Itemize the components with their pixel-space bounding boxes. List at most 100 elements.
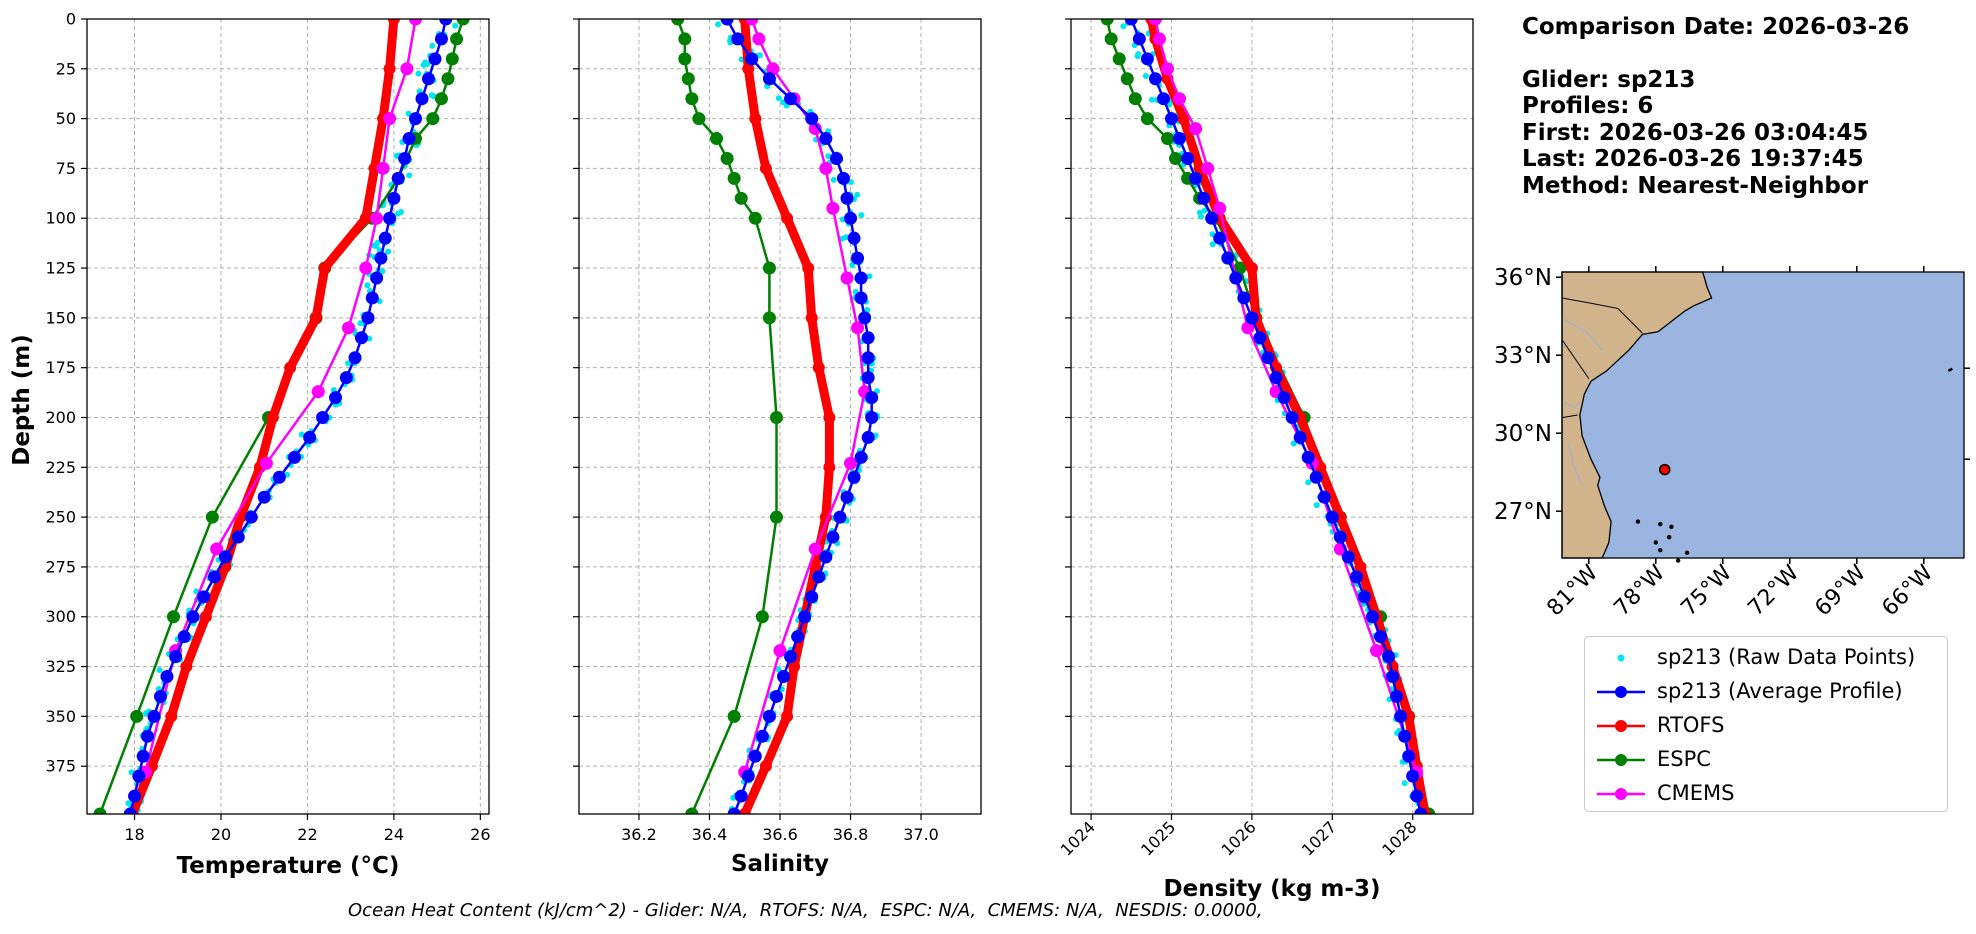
y-tick-label: 225 — [45, 458, 76, 477]
espc-marker — [685, 807, 699, 814]
map-island — [1684, 550, 1690, 555]
average-marker — [128, 789, 142, 803]
average-marker — [854, 450, 868, 464]
map-border — [1561, 414, 1578, 419]
map-lon-label: 72°W — [1743, 560, 1804, 621]
rtofs-marker — [788, 660, 801, 673]
espc-marker — [441, 72, 455, 86]
average-marker — [769, 689, 783, 703]
map-lon-label: 75°W — [1676, 560, 1737, 621]
average-marker — [755, 729, 769, 743]
cmems-marker — [773, 644, 787, 658]
raw-data-point — [1201, 207, 1208, 214]
raw-data-point — [385, 248, 392, 255]
rtofs-marker — [180, 660, 193, 673]
cmems-marker — [1189, 122, 1203, 136]
average-marker — [836, 171, 850, 185]
espc-marker — [1120, 72, 1134, 86]
raw-data-point — [156, 667, 163, 674]
average-marker — [865, 410, 879, 424]
average-marker — [1124, 19, 1138, 26]
map-island — [1675, 558, 1681, 563]
temperature-plot-area — [93, 10, 470, 814]
x-tick-label: 22 — [297, 825, 317, 844]
average-marker — [169, 650, 183, 664]
cmems-marker — [851, 321, 865, 335]
raw-data-point — [357, 320, 364, 327]
method: Method: Nearest-Neighbor — [1522, 172, 1869, 199]
temperature-axis-label: Temperature (°C) — [177, 853, 400, 879]
espc-marker — [434, 92, 448, 106]
average-marker — [374, 251, 388, 265]
density-frame — [1070, 18, 1474, 815]
y-tick-label: 300 — [45, 607, 76, 626]
rtofs-marker — [809, 560, 822, 573]
map-lon-label: 78°W — [1609, 560, 1670, 621]
density-panel: 1024 1025 1026 1027 1028 Density (kg m-3) — [1057, 9, 1474, 902]
y-tick-label: 125 — [45, 259, 76, 278]
x-tick-label: 1024 — [1057, 817, 1099, 859]
average-marker — [132, 769, 146, 783]
map-lon-label: 66°W — [1877, 560, 1938, 621]
average-marker — [287, 450, 301, 464]
y-tick-label: 0 — [66, 10, 76, 29]
espc-marker — [681, 72, 695, 86]
average-marker — [348, 351, 362, 365]
rtofs-marker — [383, 62, 396, 75]
rtofs-marker — [199, 610, 212, 623]
average-marker — [1245, 311, 1259, 325]
map-lat-label: 36°N — [1494, 265, 1552, 291]
average-marker — [147, 709, 161, 723]
x-tick-label: 1028 — [1378, 817, 1420, 859]
rtofs-marker — [781, 212, 794, 225]
cmems-marker — [409, 19, 423, 26]
rtofs-marker — [1245, 262, 1258, 275]
raw-data-point — [726, 817, 732, 823]
x-tick-label: 1026 — [1218, 817, 1260, 859]
rtofs-marker — [823, 461, 836, 474]
rtofs-marker — [318, 262, 331, 275]
x-tick-label: 36.2 — [621, 825, 657, 844]
average-marker — [1213, 231, 1227, 245]
legend-label-cmems: CMEMS — [1657, 781, 1735, 805]
map-lat-label: 27°N — [1494, 499, 1552, 525]
average-marker — [727, 807, 741, 814]
y-tick-label: 250 — [45, 508, 76, 527]
raw-data-point — [1148, 96, 1155, 103]
average-marker — [745, 52, 759, 66]
average-marker — [316, 410, 330, 424]
comparison-date: Comparison Date: 2026-03-26 — [1522, 14, 1910, 40]
y-tick-label: 150 — [45, 308, 76, 327]
average-marker — [1165, 112, 1178, 126]
average-marker — [854, 291, 868, 305]
raw-data-point — [1142, 73, 1149, 80]
x-tick-label: 24 — [384, 825, 404, 844]
first-time: First: 2026-03-26 03:04:45 — [1522, 119, 1869, 146]
average-marker — [861, 371, 875, 385]
raw-data-point — [1196, 209, 1203, 216]
temperature-panel: 18 20 22 24 26 0 25 50 75 100 125 150 175 200 225 250 27… — [45, 10, 490, 880]
raw-data-point — [1130, 9, 1136, 15]
map-lon-label: 81°W — [1542, 560, 1603, 621]
y-tick-label: 200 — [45, 408, 76, 427]
average-marker — [762, 709, 776, 723]
average-marker — [805, 590, 819, 604]
espc-line — [98, 19, 465, 814]
map-bermuda — [1947, 367, 1953, 372]
average-marker — [231, 530, 245, 544]
cmems-marker — [1370, 644, 1384, 658]
average-marker — [791, 630, 805, 644]
salinity-plot-area — [671, 19, 881, 823]
density-plot-area — [1100, 9, 1436, 814]
rtofs-marker — [359, 212, 372, 225]
average-marker — [1221, 251, 1235, 265]
average-marker — [1406, 769, 1420, 783]
average-marker — [370, 271, 384, 285]
location-map: 36°N 33°N 30°N 27°N 81°W 78°W 75°W 72°W 69°W 66°W — [1494, 265, 1970, 621]
espc-marker — [727, 709, 741, 723]
raw-data-point — [453, 10, 459, 16]
espc-marker — [727, 171, 741, 185]
map-border — [1561, 297, 1643, 334]
x-tick-label: 37.0 — [903, 825, 939, 844]
